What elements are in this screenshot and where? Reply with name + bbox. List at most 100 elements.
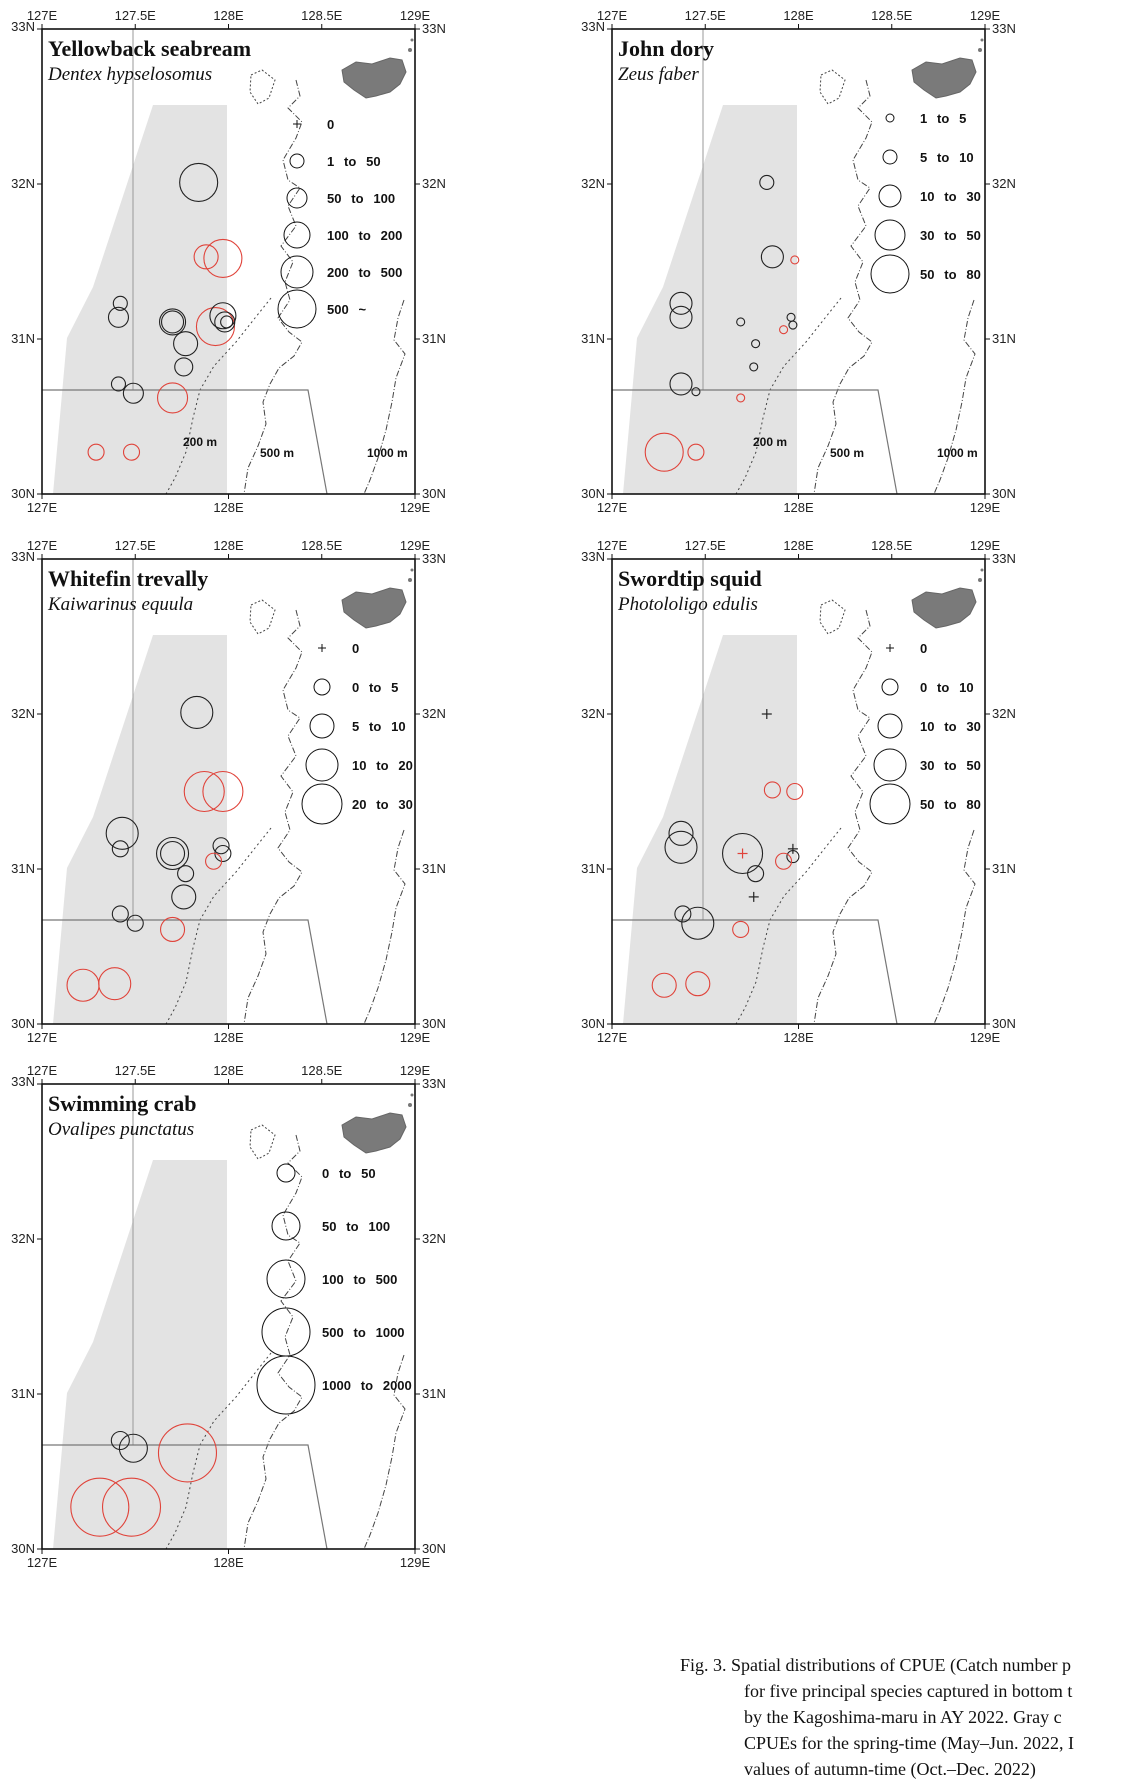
x-tick-label: 128E [783, 538, 814, 553]
legend-label: 0 [920, 641, 927, 656]
y-tick-label: 33N [581, 19, 605, 34]
x-tick-label: 129E [400, 1030, 431, 1045]
boundary-line [42, 1444, 328, 1550]
cpue-circle [732, 920, 750, 939]
cpue-circle [105, 816, 139, 850]
cpue-circle [691, 387, 701, 397]
x-tick-label: 128E [213, 8, 244, 23]
cpue-circle [156, 836, 190, 871]
x-tick-label: 129E [400, 538, 431, 553]
x-tick-label: 127.5E [115, 1063, 157, 1078]
cpue-circle [101, 1477, 162, 1537]
legend-circle [869, 783, 911, 825]
legend-circle [280, 255, 314, 289]
cpue-circle [118, 1433, 148, 1463]
islet [410, 38, 414, 42]
y-tick-label: 31N [11, 861, 35, 876]
x-tick-label: 127E [597, 500, 628, 515]
legend-circle [870, 254, 910, 294]
y-tick-label: 30N [422, 1541, 446, 1556]
cpue-circle [202, 770, 244, 813]
x-tick-label: 129E [400, 8, 431, 23]
x-tick-label: 128.5E [871, 8, 913, 23]
map-panel-4: 127E 127.5E 128E 128.5E 129E 127E 128E 129E 30N 3… [0, 1055, 460, 1575]
legend-label: 1 to 50 [327, 154, 381, 169]
legend-label: 100 to 200 [327, 228, 402, 243]
cpue-circle [775, 852, 793, 870]
cpue-circle [157, 1423, 218, 1483]
y-tick-label: 33N [11, 19, 35, 34]
islet [980, 38, 984, 42]
y-tick-label: 33N [422, 21, 446, 36]
legend-label: 5 to 10 [920, 150, 974, 165]
legend-circle [277, 289, 317, 329]
survey-area-shade [623, 105, 797, 494]
legend-label: 200 to 500 [327, 265, 402, 280]
legend-circle [261, 1307, 311, 1357]
cpue-circle [87, 443, 105, 461]
isobath-island [249, 1124, 276, 1160]
map-title: Swimming crab [48, 1091, 197, 1116]
islet [408, 48, 412, 52]
cpue-circle [110, 1430, 130, 1451]
y-tick-label: 31N [992, 861, 1016, 876]
boundary-line [42, 389, 328, 495]
legend-label: 100 to 500 [322, 1272, 397, 1287]
cpue-circle [179, 162, 219, 202]
cpue-circle [214, 311, 236, 333]
x-tick-label: 127.5E [685, 8, 727, 23]
cpue-circle [126, 914, 144, 932]
caption-line: values of autumn-time (Oct.–Dec. 2022) [744, 1759, 1036, 1779]
x-tick-label: 127E [597, 1030, 628, 1045]
y-tick-label: 31N [11, 1386, 35, 1401]
isobath-500m [243, 79, 303, 495]
legend-label: 5 to 10 [352, 719, 406, 734]
x-tick-label: 128E [213, 1555, 244, 1570]
legend-label: 30 to 50 [920, 758, 981, 773]
x-tick-label: 127E [27, 538, 58, 553]
x-tick-label: 127E [27, 500, 58, 515]
cpue-circle [722, 832, 764, 875]
x-tick-label: 128E [783, 1030, 814, 1045]
islet [408, 1103, 412, 1107]
x-tick-label: 128E [783, 8, 814, 23]
boundary-line [612, 389, 898, 495]
cpue-circle [749, 362, 759, 372]
map-subtitle: Zeus faber [618, 64, 699, 85]
cpue-circle [183, 770, 225, 813]
legend-label: 50 to 80 [920, 797, 981, 812]
cpue-circle [669, 291, 693, 315]
y-tick-label: 30N [11, 1016, 35, 1031]
x-tick-label: 128.5E [301, 1063, 343, 1078]
legend-label: 50 to 100 [322, 1219, 390, 1234]
legend-label: 0 to 50 [322, 1166, 376, 1181]
y-tick-label: 33N [422, 551, 446, 566]
cpue-circle [788, 320, 798, 330]
islet [978, 578, 982, 582]
x-tick-label: 129E [970, 538, 1001, 553]
y-tick-label: 31N [11, 331, 35, 346]
legend-label: 1000 to 2000 [322, 1378, 412, 1393]
cpue-circle [70, 1477, 130, 1537]
cpue-circle [122, 382, 144, 404]
legend-circle [313, 678, 331, 696]
cpue-circle [751, 339, 761, 349]
depth-label: 500 m [260, 446, 294, 460]
survey-area-shade [53, 1160, 227, 1549]
isobath-island [249, 69, 276, 105]
cpue-circle [177, 865, 195, 883]
island-shape [911, 57, 977, 99]
survey-area-shade [623, 635, 797, 1024]
isobath-1000m [933, 299, 976, 495]
x-tick-label: 128E [213, 500, 244, 515]
isobath-500m [813, 609, 873, 1025]
boundary-line [42, 919, 328, 1025]
map-panel-0: 127E 127.5E 128E 128.5E 129E 127E 128E 129E 30N 3… [0, 0, 460, 520]
legend-circle [885, 113, 895, 123]
y-tick-label: 33N [992, 551, 1016, 566]
isobath-1000m [363, 299, 406, 495]
x-tick-label: 128.5E [301, 8, 343, 23]
